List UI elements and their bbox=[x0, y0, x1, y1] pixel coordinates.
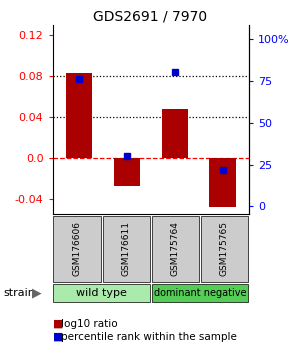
Text: ■: ■ bbox=[52, 332, 63, 342]
Text: GDS2691 / 7970: GDS2691 / 7970 bbox=[93, 10, 207, 24]
Text: GSM175765: GSM175765 bbox=[220, 221, 229, 276]
Text: ■: ■ bbox=[52, 319, 63, 329]
Text: GSM175764: GSM175764 bbox=[171, 221, 180, 276]
Text: wild type: wild type bbox=[76, 288, 127, 298]
Bar bbox=[152, 284, 248, 302]
Text: ▶: ▶ bbox=[32, 286, 41, 299]
Bar bbox=[53, 284, 150, 302]
Bar bbox=[161, 109, 188, 158]
Bar bbox=[201, 216, 248, 282]
Bar bbox=[103, 216, 150, 282]
Text: GSM176611: GSM176611 bbox=[122, 221, 131, 276]
Text: percentile rank within the sample: percentile rank within the sample bbox=[61, 332, 237, 342]
Text: strain: strain bbox=[3, 288, 35, 298]
Text: GSM176606: GSM176606 bbox=[73, 221, 82, 276]
Bar bbox=[66, 73, 92, 158]
Bar bbox=[53, 216, 100, 282]
Bar bbox=[114, 158, 140, 185]
Text: log10 ratio: log10 ratio bbox=[61, 319, 118, 329]
Bar bbox=[209, 158, 236, 207]
Bar bbox=[152, 216, 199, 282]
Text: dominant negative: dominant negative bbox=[154, 288, 246, 298]
